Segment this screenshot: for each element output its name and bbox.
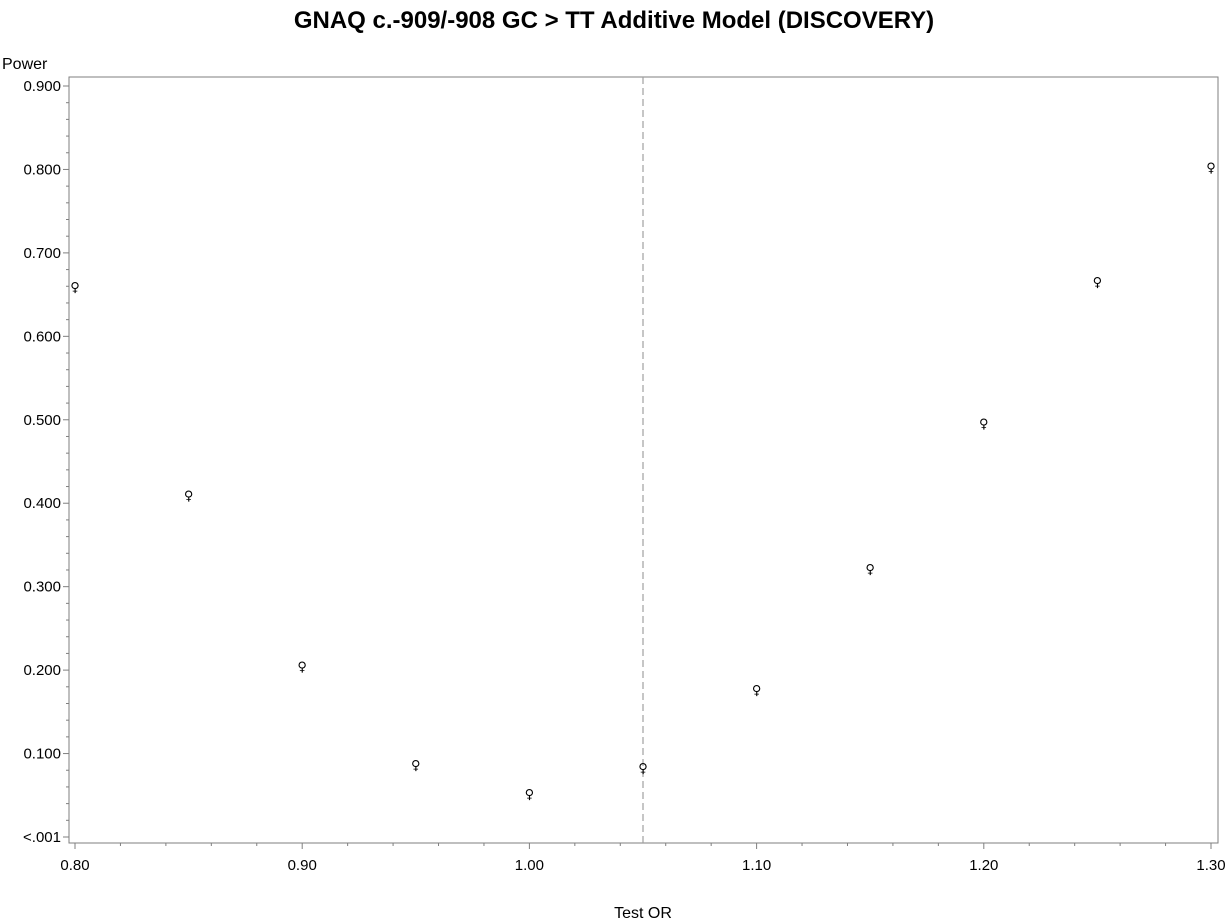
x-axis-label: Test OR — [614, 905, 672, 922]
x-axis-ticks: 0.80 0.90 1.00 1.10 1.20 1.30 — [60, 843, 1226, 874]
x-tick-label: 1.20 — [969, 857, 998, 874]
data-point: ♀ — [1206, 161, 1216, 176]
x-tick-label: 1.30 — [1196, 857, 1225, 874]
y-tick-label: 0.400 — [23, 495, 61, 512]
y-tick-label: 0.500 — [23, 412, 61, 429]
data-point: ♀ — [752, 683, 762, 698]
y-axis-ticks: <.001 0.100 0.200 0.300 0.400 0.500 0.600 0.700… — [23, 78, 69, 846]
data-point: ♀ — [411, 758, 421, 773]
y-tick-label: <.001 — [23, 829, 61, 846]
y-tick-label: 0.100 — [23, 746, 61, 763]
data-point: ♀ — [184, 489, 194, 504]
data-point: ♀ — [70, 280, 80, 295]
x-tick-label: 1.00 — [515, 857, 544, 874]
chart-title: GNAQ c.-909/-908 GC > TT Additive Model … — [294, 7, 934, 34]
data-point: ♀ — [1093, 275, 1103, 290]
y-tick-label: 0.900 — [23, 78, 61, 95]
data-point: ♀ — [525, 788, 535, 803]
x-tick-label: 0.80 — [60, 857, 89, 874]
y-tick-label: 0.700 — [23, 245, 61, 262]
x-tick-label: 1.10 — [742, 857, 771, 874]
data-point: ♀ — [297, 660, 307, 675]
data-point: ♀ — [865, 562, 875, 577]
data-point: ♀ — [979, 417, 989, 432]
y-tick-label: 0.600 — [23, 328, 61, 345]
x-tick-label: 0.90 — [288, 857, 317, 874]
y-tick-label: 0.200 — [23, 662, 61, 679]
data-point: ♀ — [638, 762, 648, 777]
data-points: ♀ ♀ ♀ ♀ ♀ ♀ ♀ ♀ ♀ ♀ ♀ — [70, 161, 1216, 803]
y-axis-label: Power — [2, 56, 48, 73]
y-tick-label: 0.800 — [23, 161, 61, 178]
y-tick-label: 0.300 — [23, 579, 61, 596]
